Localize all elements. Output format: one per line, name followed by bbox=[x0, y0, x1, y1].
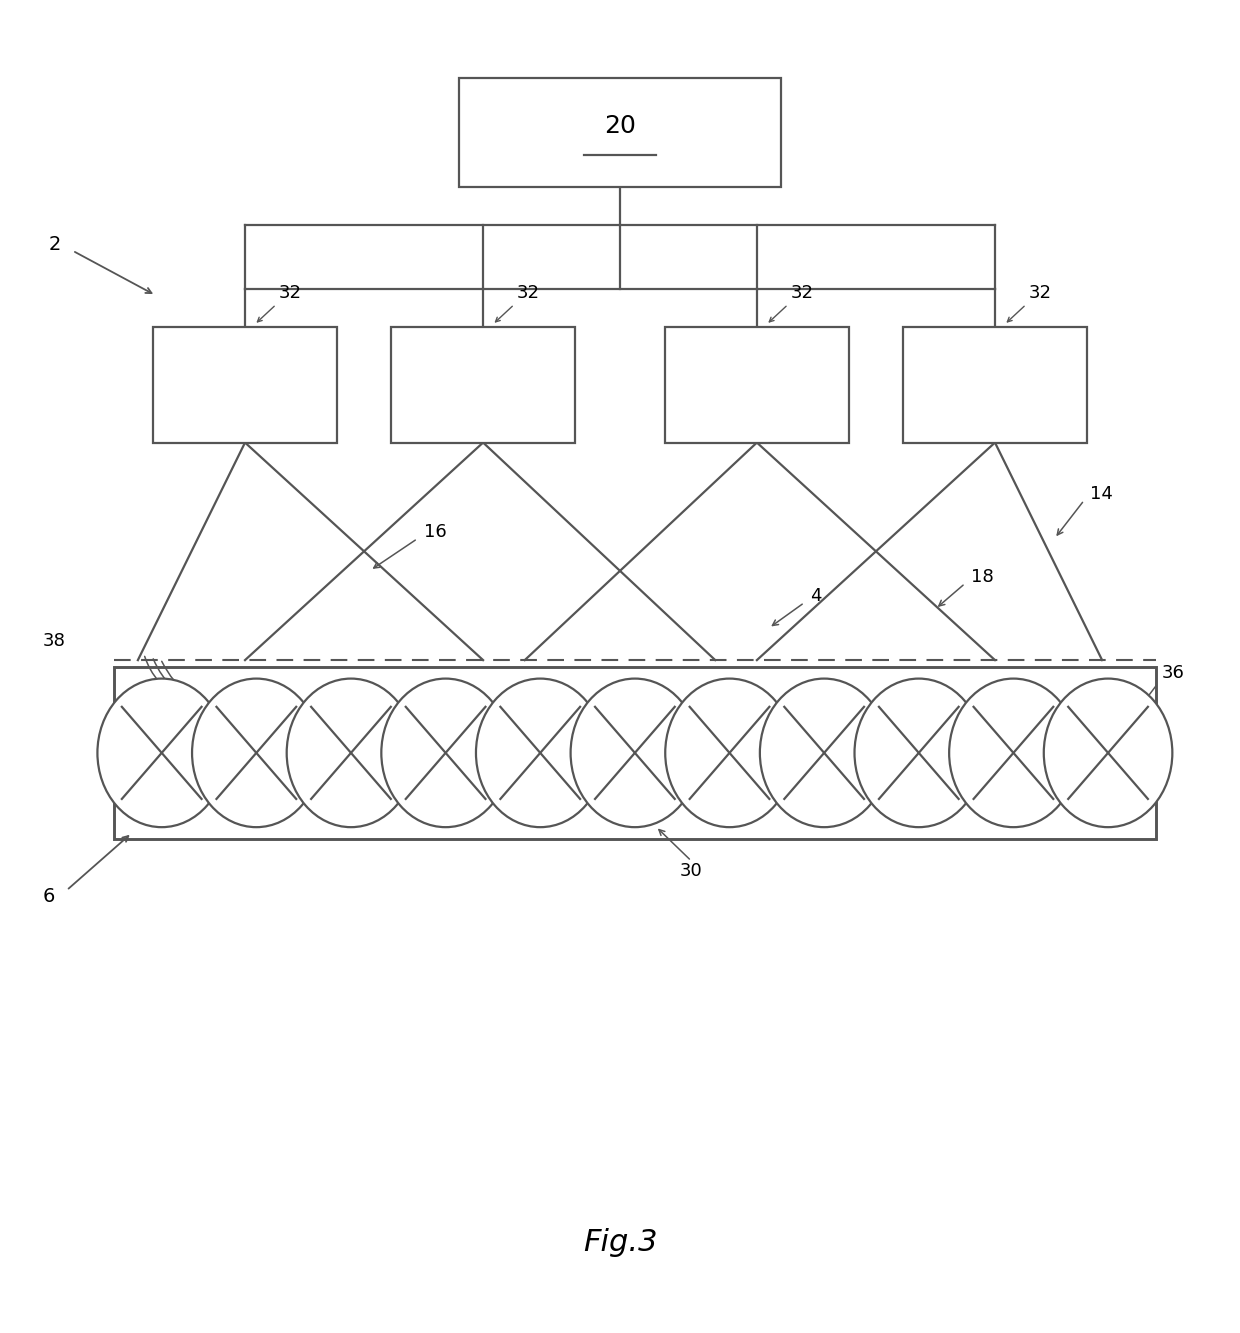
Bar bbox=[459, 77, 781, 187]
Ellipse shape bbox=[854, 678, 983, 828]
Bar bbox=[903, 328, 1087, 443]
Ellipse shape bbox=[476, 678, 605, 828]
Text: 2: 2 bbox=[48, 235, 61, 253]
Ellipse shape bbox=[665, 678, 794, 828]
Bar bbox=[114, 666, 1156, 840]
Text: 32: 32 bbox=[791, 284, 813, 301]
Bar bbox=[665, 328, 849, 443]
Text: 30: 30 bbox=[680, 862, 703, 880]
Text: 18: 18 bbox=[971, 568, 994, 587]
Ellipse shape bbox=[382, 678, 510, 828]
Text: 36: 36 bbox=[1162, 664, 1184, 682]
Text: Fig.3: Fig.3 bbox=[583, 1228, 657, 1257]
Bar bbox=[153, 328, 337, 443]
Ellipse shape bbox=[949, 678, 1078, 828]
Ellipse shape bbox=[760, 678, 888, 828]
Text: 20: 20 bbox=[604, 113, 636, 137]
Ellipse shape bbox=[570, 678, 699, 828]
Text: 32: 32 bbox=[1029, 284, 1052, 301]
Ellipse shape bbox=[286, 678, 415, 828]
Text: 32: 32 bbox=[517, 284, 539, 301]
Text: 4: 4 bbox=[811, 587, 822, 605]
Text: 32: 32 bbox=[279, 284, 301, 301]
Text: 6: 6 bbox=[42, 888, 55, 906]
Text: 16: 16 bbox=[424, 523, 446, 541]
Ellipse shape bbox=[98, 678, 226, 828]
Ellipse shape bbox=[1044, 678, 1172, 828]
Text: 14: 14 bbox=[1090, 485, 1114, 503]
Ellipse shape bbox=[192, 678, 321, 828]
Text: 38: 38 bbox=[42, 632, 66, 651]
Bar bbox=[391, 328, 575, 443]
